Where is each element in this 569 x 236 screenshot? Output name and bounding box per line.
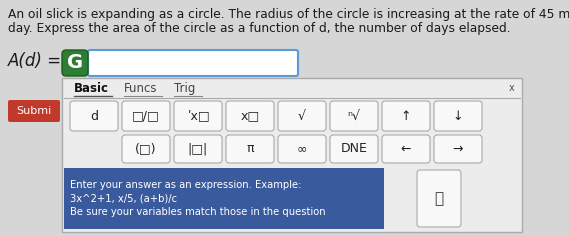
Text: ∞: ∞ <box>297 143 307 156</box>
Text: |□|: |□| <box>188 143 208 156</box>
Bar <box>62 78 522 232</box>
Text: Trig: Trig <box>174 82 195 95</box>
FancyBboxPatch shape <box>70 101 118 131</box>
FancyBboxPatch shape <box>174 101 222 131</box>
Text: day. Express the area of the circle as a function of d, the number of days elaps: day. Express the area of the circle as a… <box>8 22 510 35</box>
Text: A(d) =: A(d) = <box>8 52 62 70</box>
FancyBboxPatch shape <box>8 100 60 122</box>
Text: x□: x□ <box>241 110 259 122</box>
Text: ↓: ↓ <box>453 110 463 122</box>
Text: Basic: Basic <box>74 82 109 95</box>
Text: DNE: DNE <box>341 143 368 156</box>
FancyBboxPatch shape <box>382 101 430 131</box>
Text: An oil slick is expanding as a circle. The radius of the circle is increasing at: An oil slick is expanding as a circle. T… <box>8 8 569 21</box>
FancyBboxPatch shape <box>434 135 482 163</box>
FancyBboxPatch shape <box>122 135 170 163</box>
FancyBboxPatch shape <box>226 135 274 163</box>
Text: ↑: ↑ <box>401 110 411 122</box>
Text: Enter your answer as an expression. Example:
3x^2+1, x/5, (a+b)/c
Be sure your v: Enter your answer as an expression. Exam… <box>70 180 325 217</box>
Text: √: √ <box>298 110 306 122</box>
FancyBboxPatch shape <box>382 135 430 163</box>
Text: ʹx□: ʹx□ <box>187 110 209 122</box>
FancyBboxPatch shape <box>226 101 274 131</box>
Text: Submi: Submi <box>17 106 52 116</box>
FancyBboxPatch shape <box>278 135 326 163</box>
Text: □/□: □/□ <box>132 110 160 122</box>
FancyBboxPatch shape <box>417 170 461 227</box>
FancyBboxPatch shape <box>434 101 482 131</box>
Text: Funcs: Funcs <box>124 82 158 95</box>
Text: →: → <box>453 143 463 156</box>
FancyBboxPatch shape <box>330 101 378 131</box>
Text: (□): (□) <box>135 143 156 156</box>
FancyBboxPatch shape <box>88 50 298 76</box>
Text: Ⓧ: Ⓧ <box>435 191 444 206</box>
Text: d: d <box>90 110 98 122</box>
FancyBboxPatch shape <box>278 101 326 131</box>
FancyBboxPatch shape <box>122 101 170 131</box>
FancyBboxPatch shape <box>62 50 88 76</box>
Text: π: π <box>246 143 254 156</box>
Text: x: x <box>509 83 515 93</box>
Bar <box>64 168 384 229</box>
Text: G: G <box>67 54 83 72</box>
FancyBboxPatch shape <box>174 135 222 163</box>
Text: ⁿ√: ⁿ√ <box>348 110 361 122</box>
Text: ←: ← <box>401 143 411 156</box>
FancyBboxPatch shape <box>330 135 378 163</box>
